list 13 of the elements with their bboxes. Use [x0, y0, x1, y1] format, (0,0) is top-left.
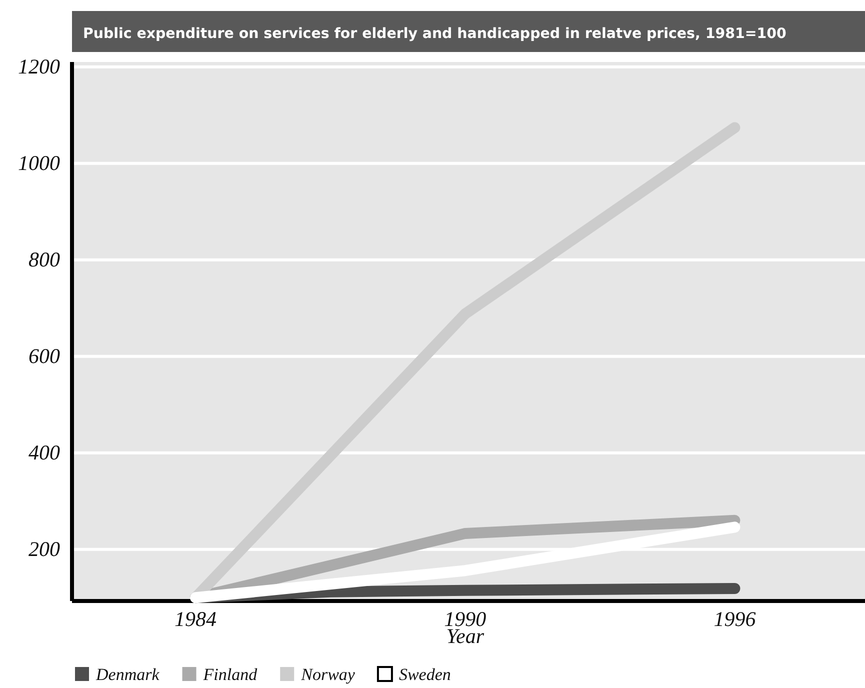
y-tick-label: 800	[28, 248, 60, 272]
x-tick-label: 1996	[714, 606, 756, 631]
legend-label: Denmark	[95, 665, 160, 684]
legend-label: Norway	[300, 665, 356, 684]
legend-label: Finland	[202, 665, 258, 684]
y-tick-label: 1200	[18, 54, 60, 79]
y-tick-label: 400	[28, 440, 60, 465]
chart-title: Public expenditure on services for elderly and handicapped in relatve prices, 1981=100	[83, 26, 786, 42]
y-tick-label: 600	[28, 344, 60, 368]
legend-label: Sweden	[398, 665, 451, 684]
y-tick-label: 1000	[18, 151, 60, 176]
y-tick-label: 200	[28, 537, 60, 562]
x-tick-label: 1984	[174, 606, 218, 631]
